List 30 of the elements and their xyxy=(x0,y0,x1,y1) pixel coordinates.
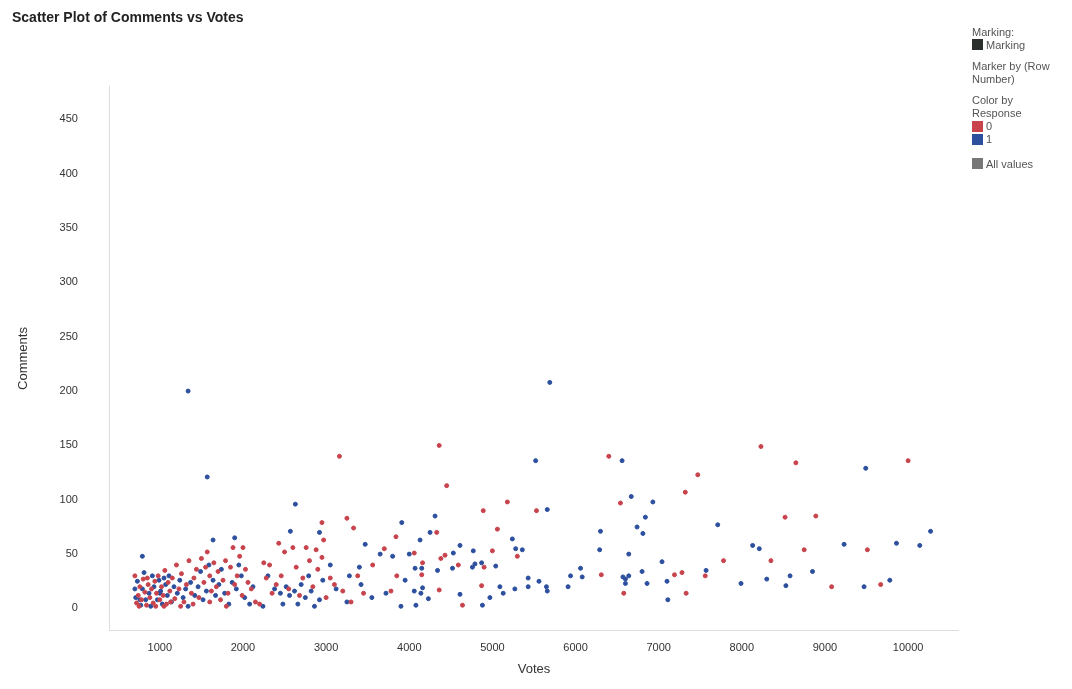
legend-label: 0 xyxy=(986,120,993,133)
x-tick-label: 9000 xyxy=(812,640,838,653)
x-tick-label: 8000 xyxy=(729,640,755,653)
y-tick-label: 200 xyxy=(59,384,78,397)
x-tick-label: 6000 xyxy=(563,640,588,653)
x-tick-label: 4000 xyxy=(397,640,422,653)
text: Marking xyxy=(985,39,1027,52)
y-tick-label: 150 xyxy=(59,438,78,451)
y-tick-label: 400 xyxy=(59,166,78,179)
chart-title: Scatter Plot of Comments vs Votes xyxy=(12,9,244,26)
x-tick-label: 2000 xyxy=(230,640,256,653)
legend-title: Color by Response xyxy=(972,94,1023,120)
y-tick-label: 450 xyxy=(59,112,78,125)
x-tick-label: 5000 xyxy=(480,640,505,653)
legend-label: 1 xyxy=(986,133,993,146)
y-tick-label: 350 xyxy=(59,221,78,234)
y-axis-title: Comments xyxy=(15,326,31,390)
y-tick-label: 100 xyxy=(59,492,78,505)
text: Marking: xyxy=(972,26,1016,39)
x-axis-title: Votes xyxy=(517,660,551,676)
text: Marker by (Row Number) xyxy=(972,60,1051,86)
text: All values xyxy=(985,158,1035,171)
y-tick-label: 0 xyxy=(71,601,78,614)
y-tick-label: 50 xyxy=(65,547,78,560)
x-tick-label: 10000 xyxy=(892,640,924,653)
y-tick-label: 250 xyxy=(59,329,78,342)
x-tick-label: 3000 xyxy=(313,640,339,653)
x-tick-label: 1000 xyxy=(147,640,173,653)
y-tick-label: 300 xyxy=(59,275,78,288)
x-tick-label: 7000 xyxy=(646,640,671,653)
